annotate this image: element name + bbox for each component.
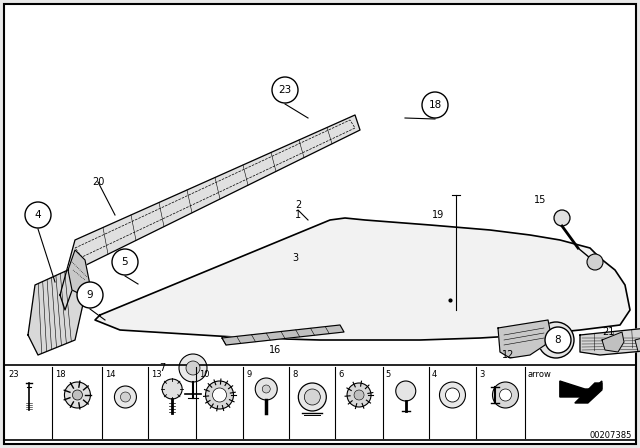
Text: 10: 10 [199, 370, 209, 379]
Circle shape [272, 77, 298, 103]
Text: 12: 12 [502, 350, 514, 360]
Text: arrow: arrow [528, 370, 552, 379]
Text: 18: 18 [428, 100, 442, 110]
Text: 3: 3 [479, 370, 484, 379]
Text: 9: 9 [86, 290, 93, 300]
Text: 18: 18 [56, 370, 66, 379]
Circle shape [186, 361, 200, 375]
Text: 19: 19 [432, 210, 444, 220]
Text: 9: 9 [246, 370, 252, 379]
Text: 1: 1 [295, 210, 301, 220]
Circle shape [298, 383, 326, 411]
Circle shape [162, 379, 182, 399]
Circle shape [255, 378, 277, 400]
Text: 8: 8 [555, 335, 561, 345]
Circle shape [493, 382, 518, 408]
Polygon shape [28, 270, 85, 355]
Text: 2: 2 [295, 200, 301, 210]
Circle shape [422, 92, 448, 118]
Text: 00207385: 00207385 [589, 431, 632, 440]
Text: 7: 7 [159, 363, 165, 373]
Circle shape [72, 390, 83, 400]
Circle shape [262, 385, 270, 393]
Text: 14: 14 [106, 370, 116, 379]
Text: 20: 20 [92, 177, 104, 187]
Circle shape [546, 330, 566, 350]
Text: 5: 5 [386, 370, 391, 379]
Polygon shape [68, 250, 90, 295]
Polygon shape [575, 383, 602, 403]
Polygon shape [602, 332, 624, 352]
Circle shape [305, 389, 321, 405]
Circle shape [538, 322, 574, 358]
Text: 4: 4 [432, 370, 437, 379]
Circle shape [440, 382, 465, 408]
Polygon shape [95, 218, 630, 340]
Circle shape [120, 392, 131, 402]
Text: 4: 4 [35, 210, 42, 220]
Text: 8: 8 [292, 370, 298, 379]
Text: 16: 16 [269, 345, 281, 355]
Polygon shape [498, 320, 550, 358]
Text: 5: 5 [122, 257, 128, 267]
Polygon shape [222, 325, 344, 345]
Text: 13: 13 [152, 370, 162, 379]
Circle shape [112, 249, 138, 275]
Circle shape [347, 383, 371, 407]
Circle shape [545, 327, 571, 353]
Polygon shape [60, 115, 360, 310]
Text: 15: 15 [534, 195, 546, 205]
Circle shape [587, 254, 603, 270]
Circle shape [77, 282, 103, 308]
Circle shape [212, 388, 227, 402]
Circle shape [205, 381, 234, 409]
Text: 3: 3 [292, 253, 298, 263]
Circle shape [554, 210, 570, 226]
Circle shape [65, 382, 90, 408]
Polygon shape [560, 381, 602, 397]
Text: 6: 6 [339, 370, 344, 379]
Circle shape [499, 389, 511, 401]
Text: 23: 23 [278, 85, 292, 95]
Circle shape [115, 386, 136, 408]
Bar [635, 336, 640, 352]
Polygon shape [580, 305, 640, 355]
Text: 23: 23 [8, 370, 19, 379]
Circle shape [179, 354, 207, 382]
Circle shape [25, 202, 51, 228]
Circle shape [445, 388, 460, 402]
Circle shape [396, 381, 416, 401]
Text: 21: 21 [602, 327, 614, 337]
Circle shape [354, 390, 364, 400]
